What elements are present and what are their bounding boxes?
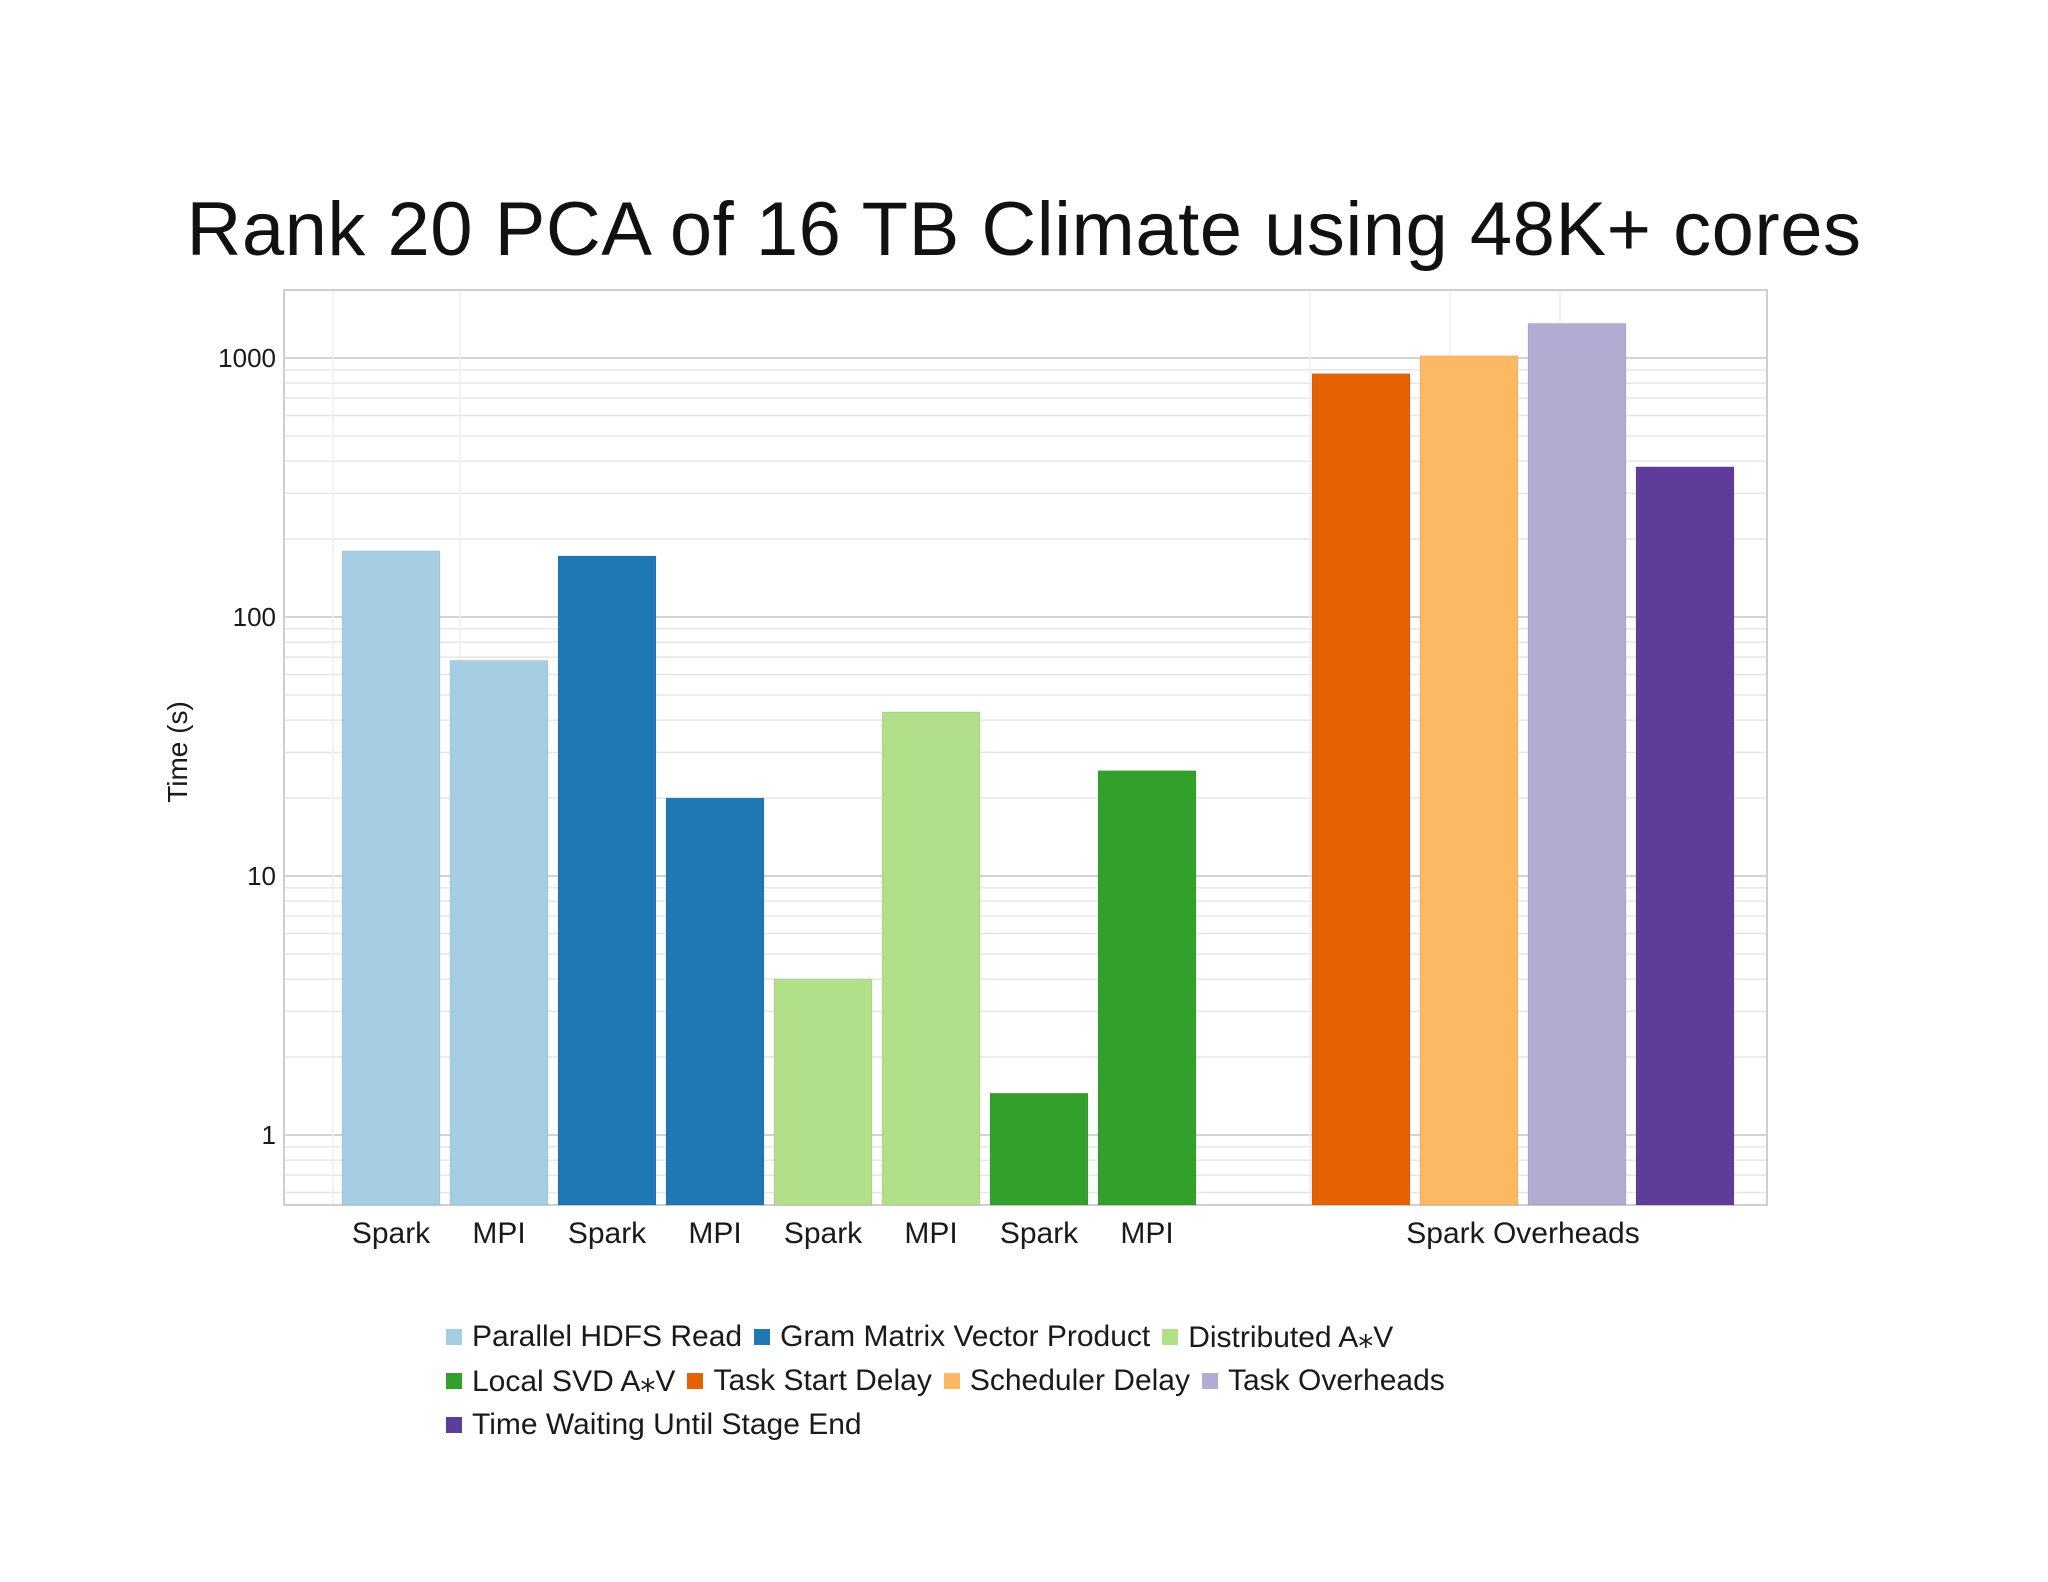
x-tick-label: Spark [1000,1217,1079,1250]
legend-item-gram-matrix-vector-product: Gram Matrix Vector Product [754,1320,1150,1354]
chart-legend: Parallel HDFS Read Gram Matrix Vector Pro… [446,1315,1586,1447]
legend-swatch [446,1329,462,1345]
x-tick-label: MPI [904,1217,957,1250]
y-axis-ticks: 1 10 100 1000 [218,343,276,1150]
x-tick-label: MPI [472,1217,525,1250]
bar-task-overheads [1527,322,1627,1206]
legend-swatch [446,1373,462,1389]
bar-parallel-hdfs-read-spark [341,550,441,1206]
legend-item-task-start-delay: Task Start Delay [687,1364,932,1398]
x-tick-label: MPI [688,1217,741,1250]
bars [341,322,1735,1206]
y-tick-label: 100 [233,602,276,632]
legend-item-task-overheads: Task Overheads [1201,1364,1445,1398]
bar-gram-matrix-vector-product-mpi [665,797,765,1206]
bar-scheduler-delay [1419,355,1519,1206]
legend-label: Time Waiting Until Stage End [472,1408,862,1441]
bar-local-svd-a-v-mpi [1097,770,1197,1206]
legend-swatch [446,1417,462,1433]
legend-item-scheduler-delay: Scheduler Delay [943,1364,1190,1398]
legend-label: Distributed A⁎V [1188,1320,1394,1354]
bar-distributed-a-v-mpi [881,711,981,1206]
legend-swatch [1162,1329,1179,1345]
x-tick-label: MPI [1120,1217,1173,1250]
x-tick-label: Spark [352,1217,431,1250]
x-axis-labels: Spark MPI Spark MPI Spark MPI Spark MPI Spark Ov… [352,1217,1640,1250]
legend-row: Local SVD A⁎V Task Start Delay Scheduler D… [446,1359,1586,1403]
y-tick-label: 10 [247,861,276,891]
legend-label: Gram Matrix Vector Product [780,1320,1151,1353]
legend-swatch [687,1373,704,1389]
y-axis-title: Time (s) [162,701,193,803]
legend-item-parallel-hdfs-read: Parallel HDFS Read [446,1320,742,1354]
x-tick-label: Spark [784,1217,863,1250]
legend-label: Parallel HDFS Read [472,1320,743,1353]
bar-gram-matrix-vector-product-spark [557,555,657,1206]
legend-item-local-svd-a-v: Local SVD A⁎V [446,1364,675,1399]
legend-item-distributed-a-v: Distributed A⁎V [1162,1320,1393,1355]
legend-swatch [754,1329,771,1345]
legend-swatch [943,1373,960,1389]
x-group-label: Spark Overheads [1406,1217,1639,1250]
x-tick-label: Spark [568,1217,647,1250]
bar-time-waiting-until-stage-end [1635,466,1735,1206]
legend-label: Task Overheads [1227,1364,1445,1397]
chart-title: Rank 20 PCA of 16 TB Climate using 48K+ … [186,187,1862,272]
legend-swatch [1201,1373,1218,1389]
legend-row: Parallel HDFS Read Gram Matrix Vector Pro… [446,1315,1586,1359]
bar-parallel-hdfs-read-mpi [449,659,549,1206]
y-tick-label: 1000 [218,343,276,373]
bar-distributed-a-v-spark [773,978,873,1206]
legend-label: Task Start Delay [713,1364,932,1397]
legend-row: Time Waiting Until Stage End [446,1403,1586,1447]
legend-label: Local SVD A⁎V [472,1364,676,1398]
legend-item-time-waiting-until-stage-end: Time Waiting Until Stage End [446,1408,862,1442]
y-tick-label: 1 [262,1120,276,1150]
legend-label: Scheduler Delay [969,1364,1190,1397]
bar-task-start-delay [1311,373,1411,1206]
bar-local-svd-a-v-spark [989,1092,1089,1206]
